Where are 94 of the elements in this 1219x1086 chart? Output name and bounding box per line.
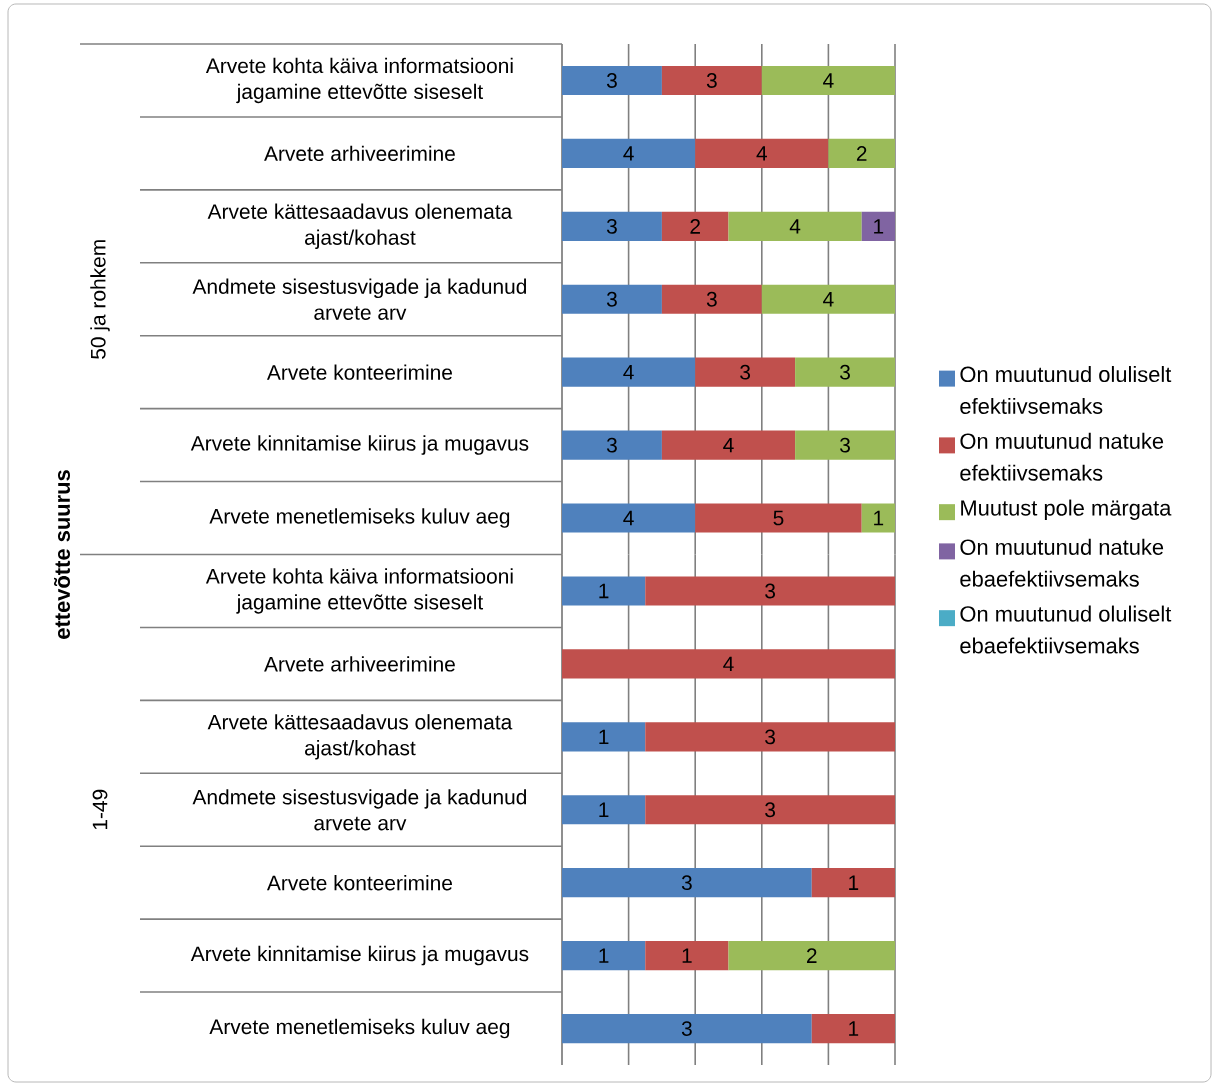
bar [562, 430, 662, 460]
data-label: 4 [623, 510, 634, 526]
data-label: 1 [599, 802, 609, 817]
y-axis-title: 1-49 [92, 789, 108, 830]
y-tick-label: Arvete kinnitamise kiirus ja mugavus [190, 945, 529, 966]
data-label: 4 [756, 146, 767, 161]
legend-label: Muutust pole märgata [961, 499, 1172, 520]
y-tick-label: Arvete konteerimine [266, 364, 452, 380]
data-label: 1 [849, 1021, 859, 1036]
data-label: 4 [823, 292, 834, 307]
y-tick-label: Arvete kohta käiva informatsiooni jagamine ettevõtte siseselt [205, 57, 513, 104]
bar [661, 430, 796, 460]
y-axis-title: 50 ja rohkem [90, 240, 110, 359]
data-label: 1 [874, 219, 884, 234]
y-tick-label: Arvete kohta käiva informatsiooni jagamine ettevõtte siseselt [205, 568, 513, 614]
bar [861, 503, 895, 533]
bar [562, 138, 696, 168]
bar [645, 795, 895, 825]
data-label: 3 [681, 1021, 692, 1036]
bar [861, 211, 895, 241]
legend-label: On muutunud oluliselt ebaefektiivsemaks [960, 605, 1172, 654]
legend-label: On muutunud oluliselt efektiivsemaks [960, 366, 1172, 414]
bar [728, 211, 862, 241]
data-label: 1 [599, 583, 609, 599]
bar [828, 138, 895, 168]
data-label: 3 [706, 291, 717, 307]
legend-label: On muutunud natuke ebaefektiivsemaks [960, 538, 1164, 587]
bar [661, 65, 762, 96]
bar [645, 722, 895, 752]
bar [645, 576, 895, 606]
bar [661, 211, 729, 241]
data-label: 3 [606, 73, 617, 88]
data-label: 3 [765, 802, 776, 818]
y-tick-label: Arvete menetlemiseks kuluv aeg [209, 1018, 510, 1039]
y-tick-label: Arvete kättesaadavus olenemata ajast/kohast [207, 714, 513, 760]
data-label: 3 [765, 729, 776, 745]
data-label: 2 [856, 146, 867, 161]
bar [562, 284, 662, 314]
data-label: 1 [849, 875, 859, 890]
data-label: 1 [599, 729, 609, 745]
bar [562, 503, 696, 533]
y-tick-label: Andmete sisestusvigade ja kadunud arvete arv [192, 278, 527, 320]
bar [562, 795, 646, 825]
data-label: 3 [681, 875, 692, 891]
y-tick-label: Arvete menetlemiseks kuluv aeg [209, 508, 510, 528]
data-label: 3 [606, 218, 617, 234]
bar [761, 284, 895, 314]
bar [562, 1013, 812, 1044]
bar [562, 576, 646, 606]
data-label: 3 [765, 583, 776, 599]
bar [562, 941, 646, 971]
data-label: 4 [623, 146, 634, 161]
data-label: 3 [706, 73, 717, 88]
bar [695, 503, 862, 533]
bar [562, 357, 696, 387]
legend-label: On muutunud natuke efektiivsemaks [960, 432, 1164, 481]
y-tick-label: Arvete arhiveerimine [264, 656, 455, 672]
bar [795, 357, 895, 387]
y-tick-label: Arvete kinnitamise kiirus ja mugavus [190, 435, 529, 455]
data-label: 4 [623, 365, 634, 380]
bar [562, 211, 662, 241]
data-label: 3 [840, 437, 850, 453]
y-tick-label: Arvete konteerimine [266, 875, 452, 891]
data-label: 1 [874, 510, 884, 526]
bar [661, 284, 762, 314]
bar [695, 138, 829, 168]
data-label: 4 [723, 437, 734, 453]
data-label: 2 [690, 219, 700, 234]
y-tick-label: Andmete sisestusvigade ja kadunud arvete arv [192, 789, 527, 831]
bar [761, 65, 895, 96]
y-tick-label: Arvete kättesaadavus olenemata ajast/kohast [207, 203, 513, 250]
bar [695, 357, 796, 387]
y-tick-label: Arvete arhiveerimine [264, 145, 455, 162]
data-label: 2 [806, 948, 817, 963]
text: ettevõtte suurus [54, 470, 70, 639]
data-label: 4 [823, 73, 834, 88]
bar [562, 868, 812, 898]
data-label: 3 [740, 364, 751, 380]
data-label: 3 [606, 437, 617, 453]
bar [728, 941, 895, 971]
data-label: 3 [606, 291, 617, 307]
data-label: 4 [789, 219, 801, 234]
data-label: 1 [599, 948, 609, 963]
bar [562, 65, 662, 96]
bar [811, 1013, 895, 1044]
bar [562, 722, 646, 752]
data-label: 4 [723, 656, 734, 672]
bar [562, 649, 895, 679]
bar [811, 868, 895, 898]
data-label: 5 [773, 510, 784, 526]
data-label: 1 [682, 948, 692, 963]
bar [795, 430, 895, 460]
data-label: 3 [840, 364, 850, 380]
bar [645, 941, 729, 971]
